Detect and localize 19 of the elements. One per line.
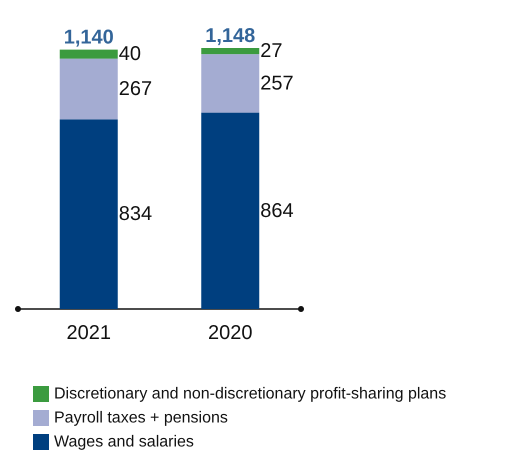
- bar: [201, 112, 260, 309]
- bar: [60, 119, 118, 309]
- bar: [60, 50, 118, 59]
- data-label: 27: [260, 40, 282, 62]
- x-tick-label: 2021: [66, 322, 111, 344]
- legend-label: Payroll taxes + pensions: [54, 410, 228, 426]
- total-label: 1,148: [205, 25, 256, 47]
- x-tick-label: 2020: [208, 322, 252, 344]
- bar: [60, 58, 118, 120]
- bar: [201, 54, 260, 113]
- data-label: 267: [118, 78, 152, 100]
- legend-label: Wages and salaries: [54, 434, 194, 450]
- legend-label: Discretionary and non-discretionary profit-sharing plans: [54, 386, 446, 402]
- data-label: 257: [260, 72, 294, 94]
- data-label: 40: [118, 43, 141, 66]
- data-label: 864: [260, 200, 294, 222]
- total-label: 1,140: [64, 26, 114, 49]
- data-label: 834: [118, 203, 152, 226]
- bar: [201, 48, 260, 54]
